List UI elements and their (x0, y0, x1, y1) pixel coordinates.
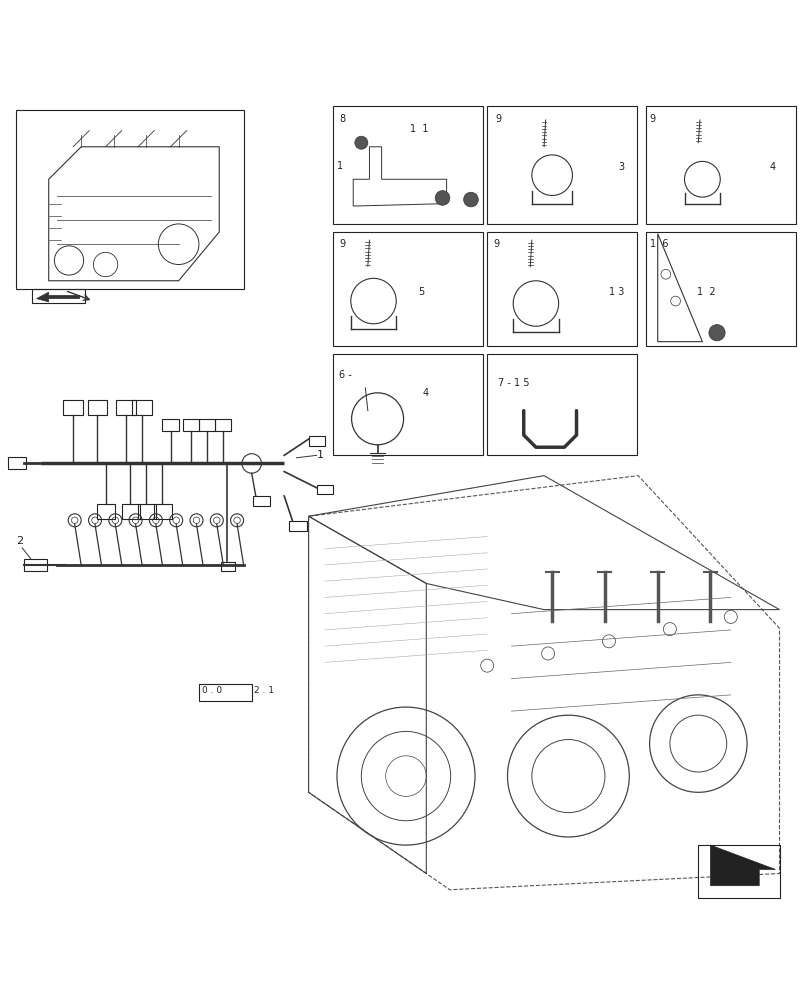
Polygon shape (710, 845, 775, 886)
Bar (221, 562, 235, 571)
Bar (8, 457, 26, 469)
Text: 1: 1 (316, 450, 324, 460)
Bar (316, 485, 333, 494)
Bar (487, 106, 637, 224)
Text: 7 - 1 5: 7 - 1 5 (497, 378, 529, 388)
Bar (199, 419, 215, 431)
Bar (252, 496, 270, 506)
Bar (182, 419, 199, 431)
Bar (63, 400, 83, 415)
Bar (333, 106, 483, 224)
Text: 3: 3 (618, 162, 624, 172)
Text: 1: 1 (337, 161, 343, 171)
Bar (487, 232, 637, 346)
Bar (138, 504, 156, 519)
Text: 4: 4 (769, 162, 775, 172)
Text: 2 . 1: 2 . 1 (254, 686, 274, 695)
Text: 5: 5 (418, 287, 424, 297)
Bar (697, 845, 779, 898)
Text: 9: 9 (495, 114, 501, 124)
Circle shape (435, 191, 449, 205)
Text: 9: 9 (339, 239, 345, 249)
Bar (97, 504, 115, 519)
Text: 8: 8 (339, 114, 345, 124)
Circle shape (354, 136, 367, 149)
Bar (154, 504, 172, 519)
Bar (333, 232, 483, 346)
Text: 1  1: 1 1 (410, 124, 428, 134)
Polygon shape (36, 292, 79, 302)
Circle shape (463, 192, 478, 207)
Bar (24, 559, 47, 571)
Bar (215, 419, 231, 431)
Bar (645, 232, 795, 346)
Circle shape (708, 325, 724, 341)
Text: 1  2: 1 2 (696, 287, 714, 297)
Text: 0 . 0: 0 . 0 (202, 686, 222, 695)
Bar (333, 354, 483, 455)
Text: 9: 9 (492, 239, 499, 249)
Bar (122, 504, 139, 519)
Bar (645, 106, 795, 224)
Text: 4: 4 (422, 388, 428, 398)
Text: 9: 9 (649, 114, 655, 124)
Bar (199, 684, 251, 701)
Bar (308, 436, 324, 446)
Text: 1  6: 1 6 (649, 239, 667, 249)
Bar (88, 400, 107, 415)
Text: 1 3: 1 3 (608, 287, 624, 297)
Bar (16, 110, 243, 289)
Bar (132, 400, 152, 415)
Bar (487, 354, 637, 455)
Bar (32, 289, 85, 303)
Text: 2: 2 (16, 536, 24, 546)
Text: 6 -: 6 - (339, 370, 352, 380)
Bar (162, 419, 178, 431)
Bar (116, 400, 135, 415)
Bar (289, 521, 307, 531)
